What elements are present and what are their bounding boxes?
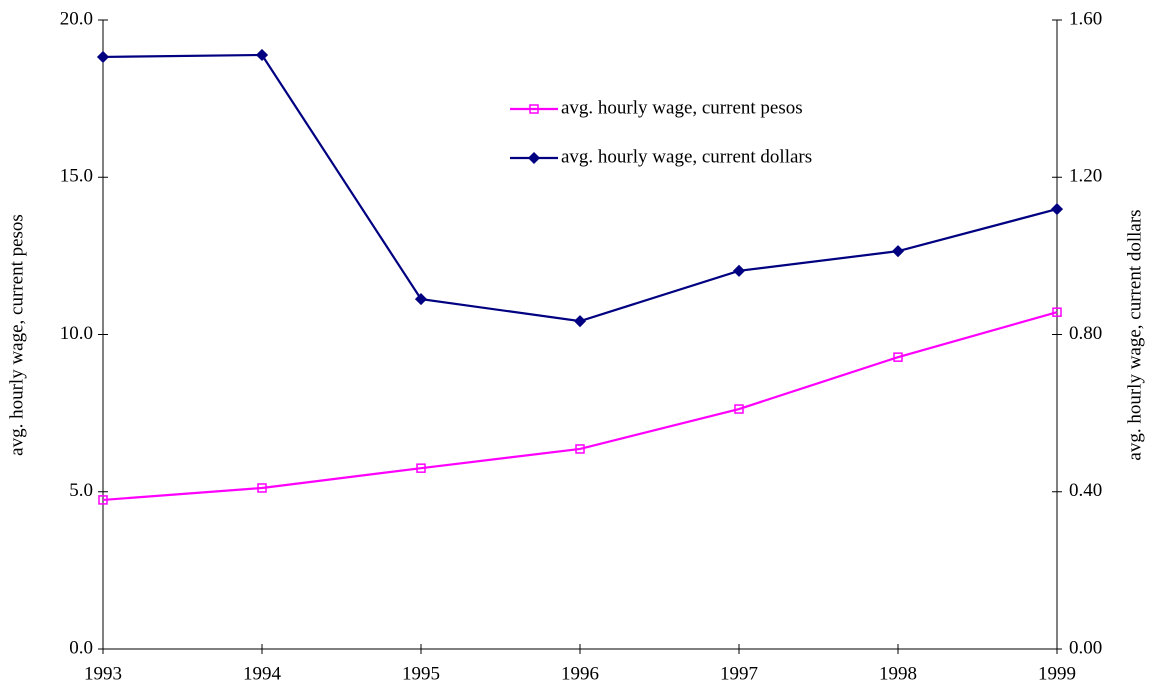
y2-tick-label: 0.80: [1069, 323, 1102, 344]
data-point: [416, 463, 426, 473]
x-tick-label: 1993: [84, 663, 122, 684]
legend-marker: [529, 104, 539, 114]
data-point: [893, 352, 903, 362]
data-point: [257, 483, 267, 493]
y-tick-label: 5.0: [69, 480, 93, 501]
x-tick-label: 1999: [1038, 663, 1076, 684]
y-tick-label: 15.0: [60, 166, 93, 187]
data-point: [96, 50, 110, 64]
x-tick-label: 1998: [879, 663, 917, 684]
data-point: [734, 404, 744, 414]
y2-tick-label: 1.20: [1069, 166, 1102, 187]
data-point: [98, 495, 108, 505]
y-tick-label: 0.0: [69, 637, 93, 658]
series-line: [102, 53, 1058, 323]
legend-label: avg. hourly wage, current dollars: [561, 146, 812, 167]
data-point: [575, 444, 585, 454]
legend-marker: [527, 151, 541, 165]
y-tick-label: 20.0: [60, 8, 93, 29]
series-line: [102, 311, 1058, 502]
data-point: [414, 293, 428, 306]
x-tick-label: 1997: [720, 663, 758, 684]
data-point: [1052, 307, 1062, 317]
y2-tick-label: 1.60: [1069, 8, 1102, 29]
data-point: [891, 245, 905, 258]
x-tick-label: 1995: [402, 663, 440, 684]
x-tick-label: 1996: [561, 663, 599, 684]
y-axis-title: avg. hourly wage, current pesos: [6, 214, 27, 456]
x-tick-label: 1994: [243, 663, 282, 684]
y2-tick-label: 0.40: [1069, 480, 1102, 501]
data-point: [255, 48, 269, 62]
data-point: [1050, 203, 1064, 216]
data-point: [573, 315, 587, 328]
y2-tick-label: 0.00: [1069, 637, 1102, 658]
y2-axis-title: avg. hourly wage, current dollars: [1124, 209, 1145, 460]
data-point: [732, 264, 746, 277]
y-tick-label: 10.0: [60, 323, 93, 344]
legend-label: avg. hourly wage, current pesos: [561, 97, 803, 118]
